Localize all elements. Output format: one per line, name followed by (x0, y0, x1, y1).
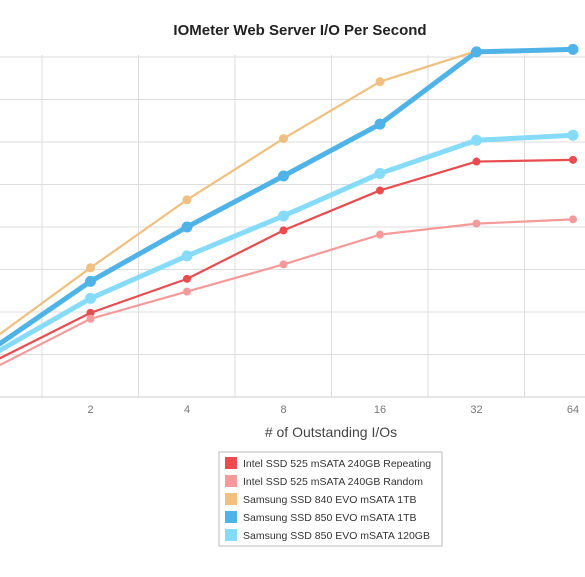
data-point (279, 226, 288, 235)
data-point (181, 221, 193, 233)
data-point (183, 274, 191, 283)
data-point (471, 46, 482, 58)
legend-label: Intel SSD 525 mSATA 240GB Random (243, 476, 423, 488)
x-tick-label: 4 (184, 404, 190, 416)
x-tick-labels: 2 4 8 16 32 64 (87, 404, 579, 416)
data-point (279, 134, 288, 144)
data-point (86, 308, 95, 317)
data-point (374, 118, 386, 130)
series-lines (0, 43, 579, 367)
series-line (0, 218, 575, 367)
x-tick-label: 2 (87, 404, 93, 416)
legend-label: Samsung SSD 850 EVO mSATA 120GB (243, 530, 430, 542)
data-point (376, 230, 384, 239)
grid (0, 55, 585, 398)
legend-box (218, 451, 443, 547)
legend-label: Samsung SSD 840 EVO mSATA 1TB (243, 494, 417, 506)
data-point (375, 77, 385, 87)
series-line (0, 158, 575, 360)
data-point (182, 195, 192, 205)
legend-label: Samsung SSD 850 EVO mSATA 1TB (243, 512, 417, 524)
data-point (374, 167, 386, 179)
x-tick-label: 32 (470, 404, 482, 416)
data-point (567, 129, 579, 141)
data-point (376, 186, 384, 195)
data-point (279, 260, 288, 269)
data-point (86, 314, 95, 323)
legend-swatch (225, 475, 237, 487)
data-point (85, 275, 96, 287)
legend-label: Intel SSD 525 mSATA 240GB Repeating (243, 458, 431, 470)
legend-swatch (225, 457, 237, 469)
legend-swatch (225, 511, 237, 523)
data-point (472, 157, 481, 166)
data-point (278, 210, 289, 222)
data-point (471, 134, 482, 146)
series-line (0, 48, 575, 336)
chart-title: IOMeter Web Server I/O Per Second (173, 22, 426, 39)
x-tick-label: 8 (280, 404, 286, 416)
data-point (472, 219, 481, 228)
data-point (278, 170, 289, 182)
legend-swatch (225, 493, 237, 505)
legend: Intel SSD 525 mSATA 240GB Repeating Intel… (218, 451, 443, 547)
x-axis-title: # of Outstanding I/Os (265, 424, 397, 440)
data-point (569, 215, 577, 224)
data-point (569, 155, 577, 164)
data-point (86, 263, 95, 273)
legend-swatch (225, 529, 237, 541)
x-tick-label: 64 (567, 404, 579, 416)
data-point (181, 250, 193, 262)
data-point (567, 43, 579, 55)
data-point (85, 292, 96, 304)
data-point (183, 287, 191, 296)
x-tick-label: 16 (374, 404, 386, 416)
